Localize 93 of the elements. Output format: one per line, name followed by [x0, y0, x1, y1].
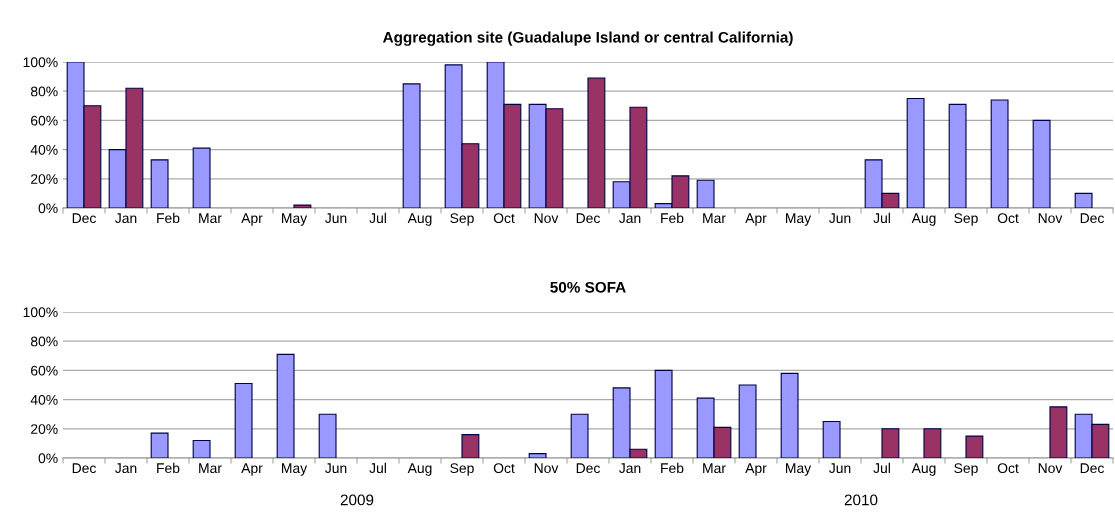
bar — [923, 428, 942, 458]
x-tick-label: Jun — [829, 463, 851, 474]
bar — [192, 147, 211, 208]
y-tick-label: 80% — [30, 86, 58, 97]
x-tick-label: Jul — [369, 212, 386, 224]
x-tick-label: May — [282, 463, 308, 476]
bar — [1074, 192, 1093, 208]
bar — [1049, 406, 1068, 458]
bar — [570, 413, 589, 458]
bar — [780, 372, 799, 458]
x-tick-label: Dec — [1080, 213, 1104, 224]
x-tick-label: Sep — [954, 463, 978, 476]
x-tick-label: Feb — [661, 462, 684, 474]
bar — [293, 204, 312, 208]
bar — [276, 353, 295, 458]
x-tick-label: Jan — [115, 213, 137, 224]
x-tick-label: Jul — [873, 212, 890, 224]
x-tick-label: Nov — [1038, 213, 1063, 224]
chart-title: Aggregation site (Guadalupe Island or central California) — [382, 31, 793, 46]
x-tick-label: Jan — [619, 213, 641, 224]
x-tick-label: Mar — [199, 463, 222, 474]
bar — [150, 432, 169, 458]
x-tick-label: Jan — [619, 463, 641, 474]
bar — [738, 384, 757, 458]
bar — [948, 103, 967, 208]
bar — [696, 179, 715, 208]
bar — [1032, 119, 1051, 208]
bar — [150, 159, 169, 208]
y-tick-label: 0% — [38, 203, 58, 214]
x-tick-label: Mar — [703, 213, 726, 224]
bar — [822, 420, 841, 458]
x-tick-label: May — [786, 463, 812, 476]
x-tick-label: Dec — [576, 213, 600, 224]
y-tick-label: 60% — [31, 115, 58, 126]
x-tick-label: Dec — [72, 463, 96, 474]
bar — [461, 434, 480, 458]
x-tick-label: Jul — [873, 462, 890, 474]
bar — [318, 413, 337, 458]
x-tick-label: Sep — [450, 213, 474, 226]
x-tick-label: Apr — [745, 463, 767, 476]
y-tick-label: 60% — [31, 365, 58, 376]
bar — [587, 77, 606, 208]
x-tick-label: Jun — [325, 463, 347, 474]
x-tick-label: Jan — [115, 463, 137, 474]
x-tick-label: Sep — [954, 213, 978, 226]
y-tick-label: 20% — [31, 424, 58, 434]
bar — [234, 382, 253, 458]
chart-title: 50% SOFA — [550, 281, 626, 293]
x-tick-label: Oct — [493, 213, 515, 224]
x-tick-label: Aug — [911, 463, 936, 476]
x-tick-label: Sep — [450, 463, 474, 476]
x-tick-label: Jun — [325, 213, 347, 224]
x-tick-label: Dec — [1080, 463, 1104, 474]
x-tick-label: Mar — [199, 213, 222, 224]
x-tick-label: Nov — [1038, 463, 1063, 474]
y-tick-label: 40% — [30, 394, 58, 405]
x-tick-label: Oct — [493, 463, 515, 474]
bar — [192, 439, 211, 458]
x-tick-label: Aug — [911, 213, 936, 226]
x-tick-label: Aug — [407, 213, 432, 226]
x-tick-label: Aug — [407, 463, 432, 476]
y-tick-label: 80% — [30, 336, 58, 347]
bar — [881, 428, 900, 458]
x-tick-label: Apr — [241, 463, 263, 476]
y-tick-label: 40% — [30, 144, 58, 155]
x-tick-label: Feb — [157, 212, 180, 224]
x-tick-label: May — [786, 213, 812, 226]
text: 2009 — [340, 494, 374, 506]
x-tick-label: Dec — [72, 213, 96, 224]
bar — [906, 97, 925, 208]
bar — [990, 99, 1009, 208]
y-tick-label: 0% — [38, 453, 58, 464]
x-tick-label: Feb — [661, 212, 684, 224]
x-tick-label: Mar — [703, 463, 726, 474]
x-tick-label: Nov — [534, 463, 559, 474]
bar — [402, 83, 421, 208]
x-tick-label: Feb — [157, 462, 180, 474]
x-tick-label: Oct — [997, 213, 1019, 224]
x-tick-label: Nov — [534, 213, 559, 224]
x-tick-label: Oct — [997, 463, 1019, 474]
x-tick-label: Dec — [576, 463, 600, 474]
x-tick-label: Apr — [745, 213, 767, 226]
x-tick-label: Jun — [829, 213, 851, 224]
text: 2010 — [844, 494, 878, 506]
x-tick-label: Jul — [369, 462, 386, 474]
y-tick-label: 100% — [23, 57, 58, 68]
bar — [965, 435, 984, 458]
x-tick-label: May — [282, 213, 308, 226]
bar — [528, 453, 547, 458]
y-tick-label: 100% — [23, 307, 58, 318]
y-tick-label: 20% — [31, 174, 58, 184]
bar — [654, 369, 673, 458]
x-tick-label: Apr — [241, 213, 263, 226]
